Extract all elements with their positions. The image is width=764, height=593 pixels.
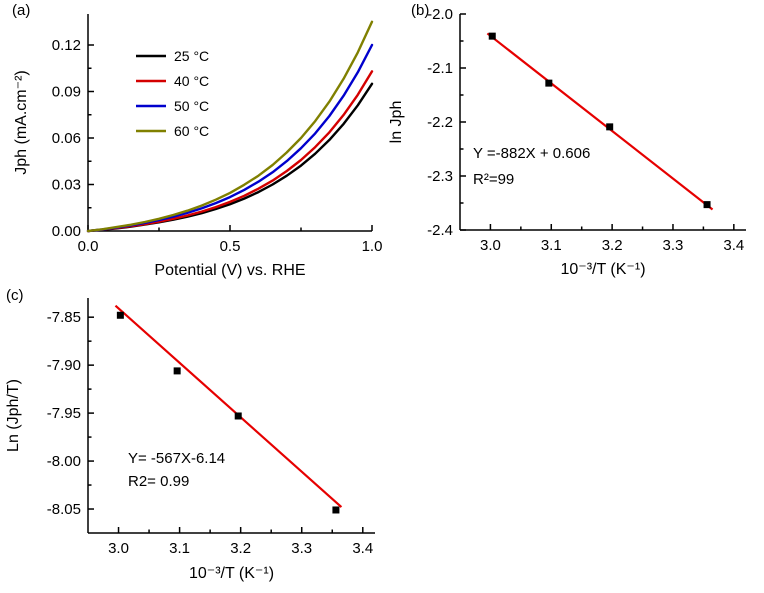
y-tick-label: -2.0	[427, 6, 453, 23]
legend-label: 60 °C	[174, 123, 209, 139]
data-point	[173, 367, 181, 375]
axes	[87, 298, 375, 534]
y-tick-label: 0.00	[52, 223, 81, 240]
panel-a-label: (a)	[12, 2, 31, 19]
series-line	[86, 20, 374, 233]
y-tick-label: -8.05	[47, 501, 81, 518]
panel-a: (a) 0.0 0.5 1.0 0.00 0.03 0.06 0.09 0.12 Potenti…	[0, 0, 385, 283]
x-tick-label: 3.4	[723, 237, 744, 254]
y-tick-label: -7.95	[47, 405, 81, 422]
y-tick-label: -2.4	[427, 222, 453, 239]
chart-b-canvas: 3.0 3.1 3.2 3.3 3.4 -2.0 -2.1 -2.2 -2.3 -2.4 10⁻³/…	[388, 6, 746, 278]
y-tick-label: -7.85	[47, 309, 81, 326]
y-tick-label: -2.2	[427, 114, 453, 131]
data-point	[234, 412, 242, 420]
legend-label: 40 °C	[174, 73, 209, 89]
data-point	[606, 123, 614, 131]
x-tick-label: 3.4	[352, 540, 373, 557]
fit-line	[486, 32, 714, 211]
series-line	[86, 70, 374, 233]
annotation: Y= -567X-6.14	[128, 450, 225, 467]
y-tick-label: -2.3	[427, 168, 453, 185]
x-tick-label: 3.2	[602, 237, 623, 254]
axes	[459, 13, 746, 231]
panel-b-label: (b)	[411, 2, 430, 19]
x-tick-label: 1.0	[362, 238, 383, 255]
y-tick-label: 0.12	[52, 37, 81, 54]
y-axis-label: ln Jph	[388, 101, 405, 144]
x-tick-label: 3.2	[230, 540, 251, 557]
data-point	[488, 32, 496, 40]
y-axis-label: Ln (Jph/T)	[5, 379, 22, 452]
series-line	[86, 82, 374, 233]
chart-c-canvas: 3.0 3.1 3.2 3.3 3.4 -7.85 -7.90 -7.95 -8.00 -8.05…	[5, 298, 375, 582]
annotation: R2= 0.99	[128, 473, 189, 490]
x-tick-label: 3.0	[108, 540, 129, 557]
chart-a-canvas: 0.0 0.5 1.0 0.00 0.03 0.06 0.09 0.12 Potential (…	[13, 14, 383, 279]
x-tick-label: 0.5	[220, 238, 241, 255]
x-tick-label: 3.0	[480, 237, 501, 254]
legend-label: 25 °C	[174, 48, 209, 64]
y-axis-label: Jph (mA.cm⁻²)	[13, 70, 30, 174]
x-axis-label: Potential (V) vs. RHE	[154, 262, 305, 279]
y-tick-label: -2.1	[427, 60, 453, 77]
x-tick-label: 3.1	[541, 237, 562, 254]
y-tick-label: -8.00	[47, 453, 81, 470]
legend-label: 50 °C	[174, 98, 209, 114]
data-point	[545, 79, 553, 87]
x-axis-label: 10⁻³/T (K⁻¹)	[189, 565, 274, 582]
panel-b: (b) 3.0 3.1 3.2 3.3 3.4 -2.0 -2.1 -2.2 -2.3 -2.4 1…	[385, 0, 764, 283]
x-tick-label: 3.3	[663, 237, 684, 254]
fit-line	[114, 304, 343, 508]
y-tick-label: -7.90	[47, 357, 81, 374]
y-tick-label: 0.09	[52, 84, 81, 101]
y-tick-label: 0.03	[52, 177, 81, 194]
data-point	[116, 311, 124, 319]
x-tick-label: 0.0	[78, 238, 99, 255]
panel-c-label: (c)	[6, 287, 24, 304]
annotation: Y =-882X + 0.606	[473, 145, 590, 162]
data-point	[703, 201, 711, 209]
x-tick-label: 3.3	[291, 540, 312, 557]
x-axis-label: 10⁻³/T (K⁻¹)	[560, 261, 645, 278]
data-point	[332, 506, 340, 514]
x-tick-label: 3.1	[169, 540, 190, 557]
annotation: R²=99	[473, 171, 514, 188]
y-tick-label: 0.06	[52, 130, 81, 147]
panel-c: (c) 3.0 3.1 3.2 3.3 3.4 -7.85 -7.90 -7.95 -8.00 -…	[0, 283, 390, 593]
axes	[87, 14, 373, 232]
